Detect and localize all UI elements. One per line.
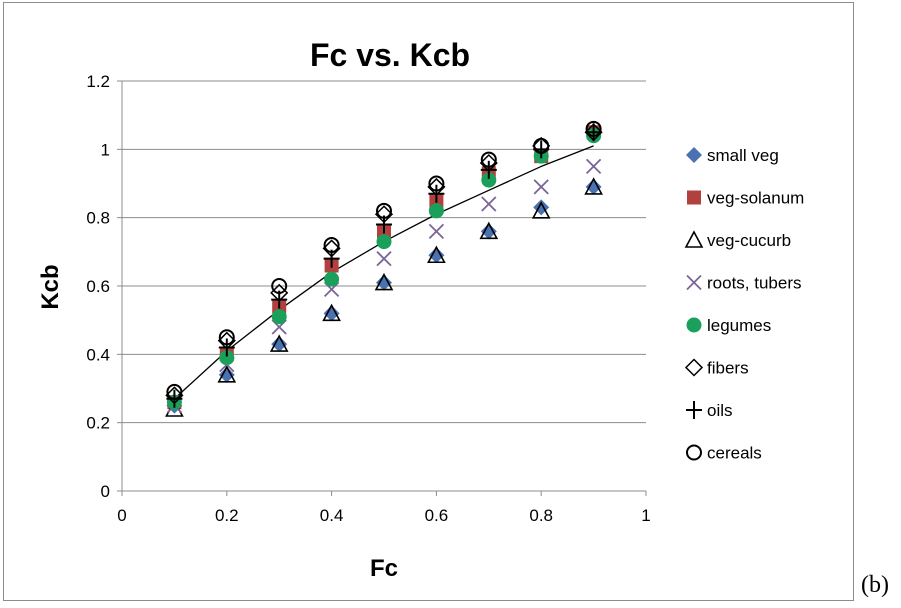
- point-4-1: [219, 350, 235, 366]
- point-3-8: [585, 158, 602, 175]
- y-tick-label-3: 0.6: [86, 277, 110, 296]
- legend-label-0: small veg: [707, 146, 779, 165]
- point-4-6: [481, 172, 497, 188]
- point-2-7: [531, 201, 551, 219]
- point-0-5: [428, 247, 445, 264]
- legend-marker-6: [686, 401, 702, 419]
- y-tick-label-5: 1: [101, 140, 110, 159]
- y-tick-label-1: 0.2: [86, 414, 110, 433]
- point-2-6: [479, 221, 499, 240]
- point-6-1: [218, 338, 235, 357]
- point-7-1: [218, 329, 235, 346]
- data-points: [165, 120, 603, 417]
- legend-label-6: oils: [707, 401, 733, 420]
- point-4-5: [428, 203, 444, 219]
- legend-marker-5: [684, 358, 704, 377]
- legend-label-4: legumes: [707, 316, 771, 335]
- point-3-4: [376, 251, 392, 267]
- x-tick-label-2: 0.4: [320, 506, 344, 525]
- point-6-6: [480, 160, 497, 179]
- legend-label-1: veg-solanum: [707, 189, 804, 208]
- x-tick-label-3: 0.6: [425, 506, 449, 525]
- legend-label-3: roots, tubers: [707, 274, 802, 293]
- panel-label: (b): [861, 572, 889, 598]
- point-0-4: [376, 274, 392, 291]
- point-6-5: [428, 184, 445, 203]
- y-axis-label: Kcb: [37, 264, 64, 309]
- legend-marker-7: [686, 444, 702, 461]
- trendline: [173, 145, 594, 400]
- point-7-7: [533, 137, 550, 154]
- legend-label-2: veg-cucurb: [707, 231, 791, 250]
- point-0-2: [271, 336, 288, 353]
- point-2-3: [322, 303, 341, 322]
- point-0-8: [585, 178, 602, 195]
- tick-labels: 0 0.2 0.4 0.6 0.8 1 1.2 0 0.2 0.4 0.6 0.8 1: [86, 72, 650, 525]
- point-7-5: [428, 175, 445, 192]
- point-7-6: [480, 151, 497, 168]
- point-2-2: [269, 334, 289, 352]
- gridlines: [122, 80, 646, 424]
- point-2-5: [427, 245, 446, 264]
- y-tick-label-4: 0.8: [86, 209, 110, 228]
- point-4-2: [271, 309, 287, 325]
- point-7-8: [585, 120, 602, 137]
- x-tick-label-4: 0.8: [529, 506, 553, 525]
- legend-marker-4: [686, 317, 702, 333]
- chart-svg: Fc vs. Kcb Fc Kcb 00.20.40.60.811.20 0.2 0…: [37, 37, 804, 582]
- legend-marker-3: [686, 274, 702, 291]
- point-0-1: [218, 366, 235, 383]
- point-4-3: [324, 271, 340, 287]
- legend-marker-1: [687, 190, 701, 205]
- point-7-2: [271, 278, 288, 294]
- point-7-0: [166, 383, 183, 400]
- x-tick-label-0: 0: [117, 506, 126, 525]
- point-2-1: [217, 365, 237, 383]
- point-7-4: [376, 202, 392, 219]
- trend-curve: [173, 145, 594, 400]
- point-3-5: [428, 223, 445, 239]
- y-tick-label-2: 0.4: [86, 345, 110, 364]
- x-tick-label-5: 1: [641, 506, 650, 525]
- legend-label-7: cereals: [707, 444, 762, 463]
- point-2-8: [584, 177, 603, 195]
- legend-marker-0: [686, 147, 702, 163]
- legend: small veg veg-solanum veg-cucurb roots, tub…: [684, 146, 804, 463]
- point-0-6: [480, 223, 497, 240]
- y-tick-label-0: 0: [101, 482, 110, 501]
- x-axis-label: Fc: [370, 555, 398, 582]
- legend-marker-2: [684, 230, 704, 248]
- x-tick-label-1: 0.2: [215, 506, 239, 525]
- point-4-4: [376, 234, 392, 250]
- legend-label-5: fibers: [707, 359, 749, 378]
- y-tick-label-6: 1.2: [86, 72, 110, 91]
- point-0-3: [323, 305, 340, 322]
- point-3-7: [533, 179, 549, 195]
- axes: [117, 80, 647, 496]
- point-3-6: [481, 196, 497, 212]
- point-2-4: [374, 272, 394, 291]
- chart-title: Fc vs. Kcb: [310, 37, 470, 73]
- chart-area: Fc vs. Kcb Fc Kcb 0 0.2 0.4 0.6 0.8 1 1.2 0 0.2 0…: [3, 2, 854, 601]
- point-7-3: [323, 237, 340, 253]
